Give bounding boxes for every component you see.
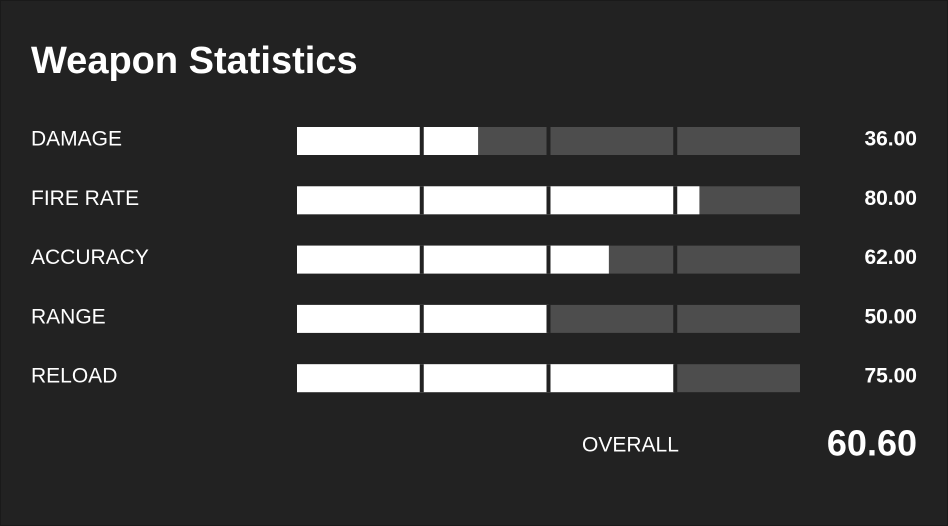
bar-fill	[297, 127, 479, 155]
bar-gap	[419, 186, 424, 215]
stat-value: 75.00	[864, 365, 917, 388]
bar-gap	[673, 186, 678, 215]
bar-gap	[546, 127, 551, 155]
stat-label: FIRE RATE	[31, 187, 139, 210]
bar-fill	[297, 186, 700, 215]
bar-gap	[419, 304, 424, 333]
stat-value: 36.00	[864, 128, 917, 151]
overall-value: 60.60	[827, 423, 917, 464]
bar-gap	[673, 364, 678, 393]
bar-fill	[297, 364, 675, 393]
bar-gap	[673, 245, 678, 274]
bar-gap	[673, 304, 678, 333]
stat-label: ACCURACY	[31, 246, 149, 269]
stat-value: 62.00	[864, 246, 917, 269]
bar-gap	[673, 127, 678, 155]
stat-label: RANGE	[31, 305, 106, 328]
stat-label: DAMAGE	[31, 128, 122, 151]
overall-label: OVERALL	[582, 434, 679, 457]
panel-title: Weapon Statistics	[31, 40, 358, 82]
bar-gap	[546, 304, 551, 333]
bar-gap	[546, 364, 551, 393]
bar-gap	[546, 186, 551, 215]
stat-value: 50.00	[864, 305, 917, 328]
bar-gap	[419, 245, 424, 274]
stat-value: 80.00	[864, 187, 917, 210]
bar-fill	[297, 245, 609, 274]
bar-gap	[419, 364, 424, 393]
bar-gap	[419, 127, 424, 155]
bar-gap	[546, 245, 551, 274]
stat-label: RELOAD	[31, 365, 117, 388]
